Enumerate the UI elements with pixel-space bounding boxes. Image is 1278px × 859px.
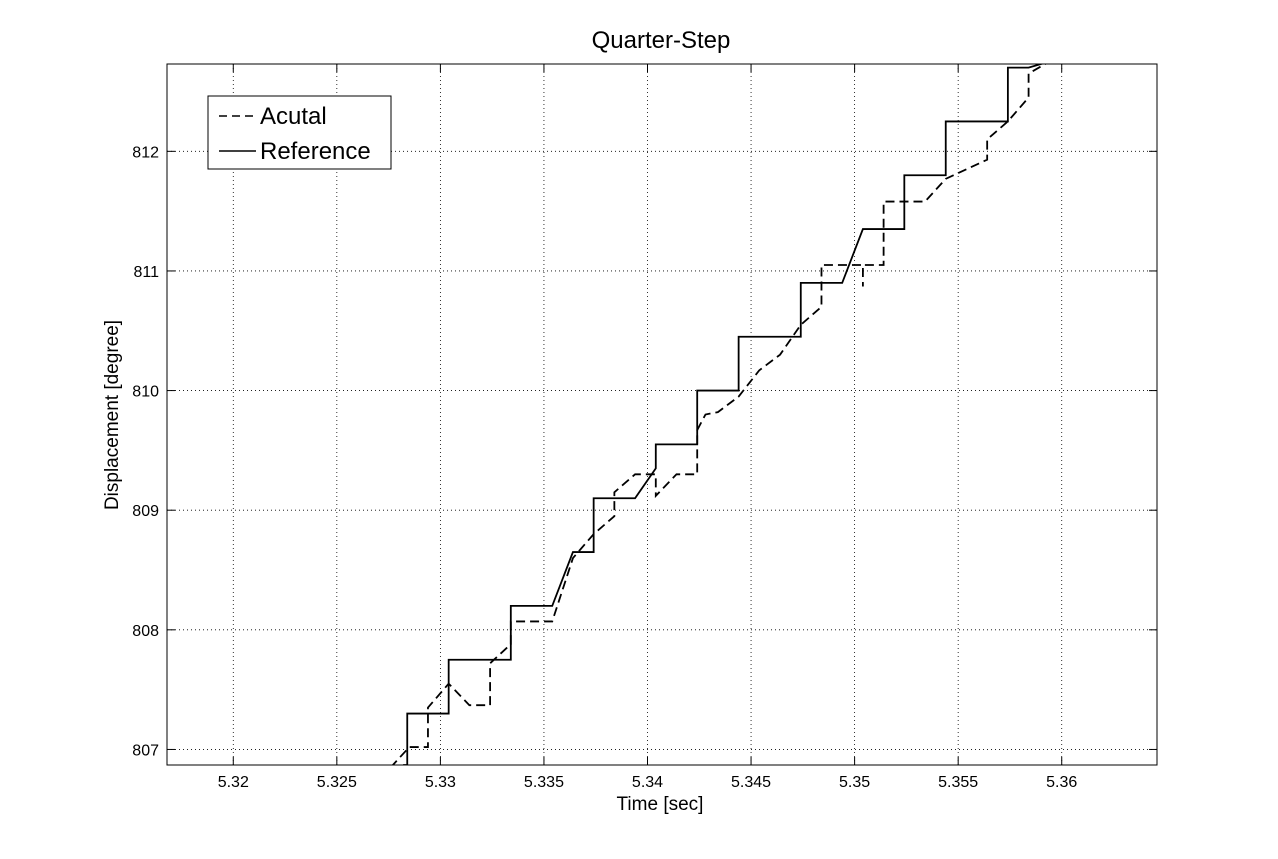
x-tick-label: 5.35 [839, 774, 870, 791]
y-tick-label: 812 [132, 144, 159, 161]
x-tick-label: 5.32 [218, 774, 249, 791]
x-tick-label: 5.33 [425, 774, 456, 791]
y-tick-label: 807 [132, 742, 159, 759]
legend-label-reference: Reference [260, 138, 371, 165]
y-tick-label: 809 [132, 503, 159, 520]
x-axis-label: Time [sec] [617, 794, 704, 815]
legend-box [207, 95, 392, 170]
legend-label-acutal: Acutal [260, 103, 327, 130]
x-tick-label: 5.36 [1046, 774, 1077, 791]
y-tick-labels: 807 808 809 810 811 812 [132, 144, 159, 759]
y-tick-label: 810 [132, 384, 159, 401]
series-line-acutal [391, 64, 1047, 765]
x-tick-label: 5.335 [524, 774, 564, 791]
chart-title: Quarter-Step [592, 27, 731, 54]
x-tick-label: 5.325 [317, 774, 357, 791]
axis-ticks [167, 64, 1157, 765]
y-tick-label: 811 [133, 264, 159, 281]
plot-frame [166, 63, 1158, 766]
series-group [391, 64, 1047, 765]
x-tick-label: 5.355 [938, 774, 978, 791]
legend: Acutal Reference [207, 95, 392, 170]
y-tick-label: 808 [132, 623, 159, 640]
plot-area-background [167, 64, 1157, 765]
x-tick-label: 5.34 [632, 774, 663, 791]
x-tick-labels: 5.32 5.325 5.33 5.335 5.34 5.345 5.35 5.355 5.36 [218, 774, 1078, 791]
series-line-reference [403, 64, 1045, 765]
y-axis-label: Displacement [degree] [102, 320, 123, 510]
x-tick-label: 5.345 [731, 774, 771, 791]
